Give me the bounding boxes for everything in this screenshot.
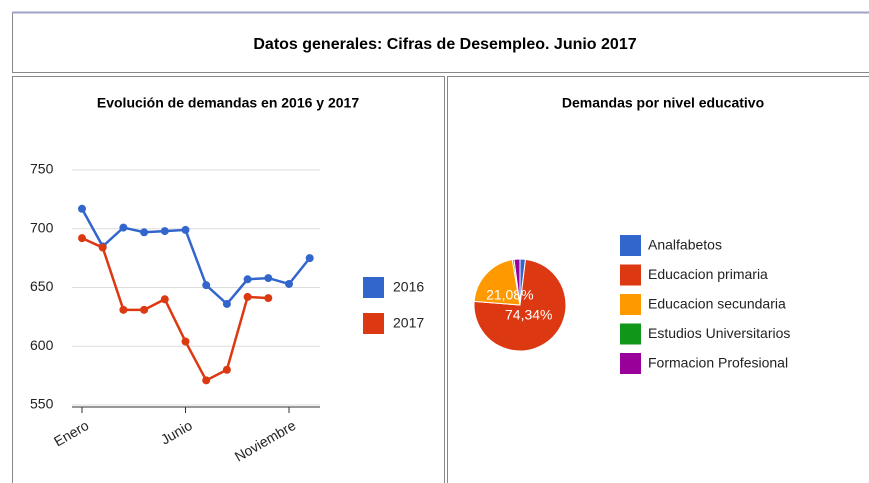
- point: [98, 243, 107, 252]
- slice-label: 21,08%: [486, 286, 533, 302]
- point: [78, 204, 86, 213]
- y-tick-label: 550: [30, 396, 54, 412]
- point: [160, 227, 169, 236]
- legend-label: 2017: [393, 315, 424, 331]
- legend-swatch: [620, 264, 641, 286]
- point: [222, 365, 231, 374]
- legend-label: Educacion primaria: [648, 266, 768, 282]
- legend-swatch: [620, 323, 641, 345]
- point: [181, 225, 190, 234]
- legend-swatch: [620, 353, 641, 374]
- point: [264, 274, 273, 283]
- point: [78, 234, 86, 243]
- point: [119, 223, 128, 232]
- point: [140, 228, 149, 237]
- point: [243, 292, 252, 301]
- point: [264, 294, 273, 303]
- page-title: Datos generales: Cifras de Desempleo. Ju…: [253, 36, 636, 53]
- pie-slice: [513, 258, 521, 306]
- legend-label: 2016: [393, 279, 424, 295]
- point: [140, 305, 149, 314]
- point: [160, 295, 169, 304]
- point: [202, 281, 211, 290]
- point: [119, 305, 128, 314]
- legend-label: Educacion secundaria: [648, 296, 786, 312]
- y-tick-label: 750: [30, 161, 54, 177]
- point: [202, 376, 211, 385]
- line: [81, 237, 269, 382]
- legend-swatch: [620, 294, 641, 315]
- point: [243, 275, 252, 284]
- chart-title: Demandas por nivel educativo: [562, 95, 764, 111]
- legend-label: Formacion Profesional: [648, 355, 788, 371]
- legend-label: Analfabetos: [648, 237, 722, 253]
- point: [181, 337, 190, 346]
- slice-label: 74,34%: [505, 306, 552, 322]
- point: [222, 299, 231, 308]
- legend-swatch: [363, 313, 384, 334]
- point: [285, 279, 293, 288]
- y-tick-label: 650: [30, 278, 54, 294]
- y-tick-label: 600: [30, 337, 54, 353]
- point: [305, 254, 314, 263]
- legend-swatch: [620, 235, 641, 256]
- pie-slice: [473, 259, 521, 306]
- y-tick-label: 700: [30, 219, 54, 235]
- chart-title: Evolución de demandas en 2016 y 2017: [97, 95, 359, 111]
- legend-label: Estudios Universitarios: [648, 325, 790, 341]
- legend-swatch: [363, 277, 384, 298]
- header-box: [12, 12, 869, 73]
